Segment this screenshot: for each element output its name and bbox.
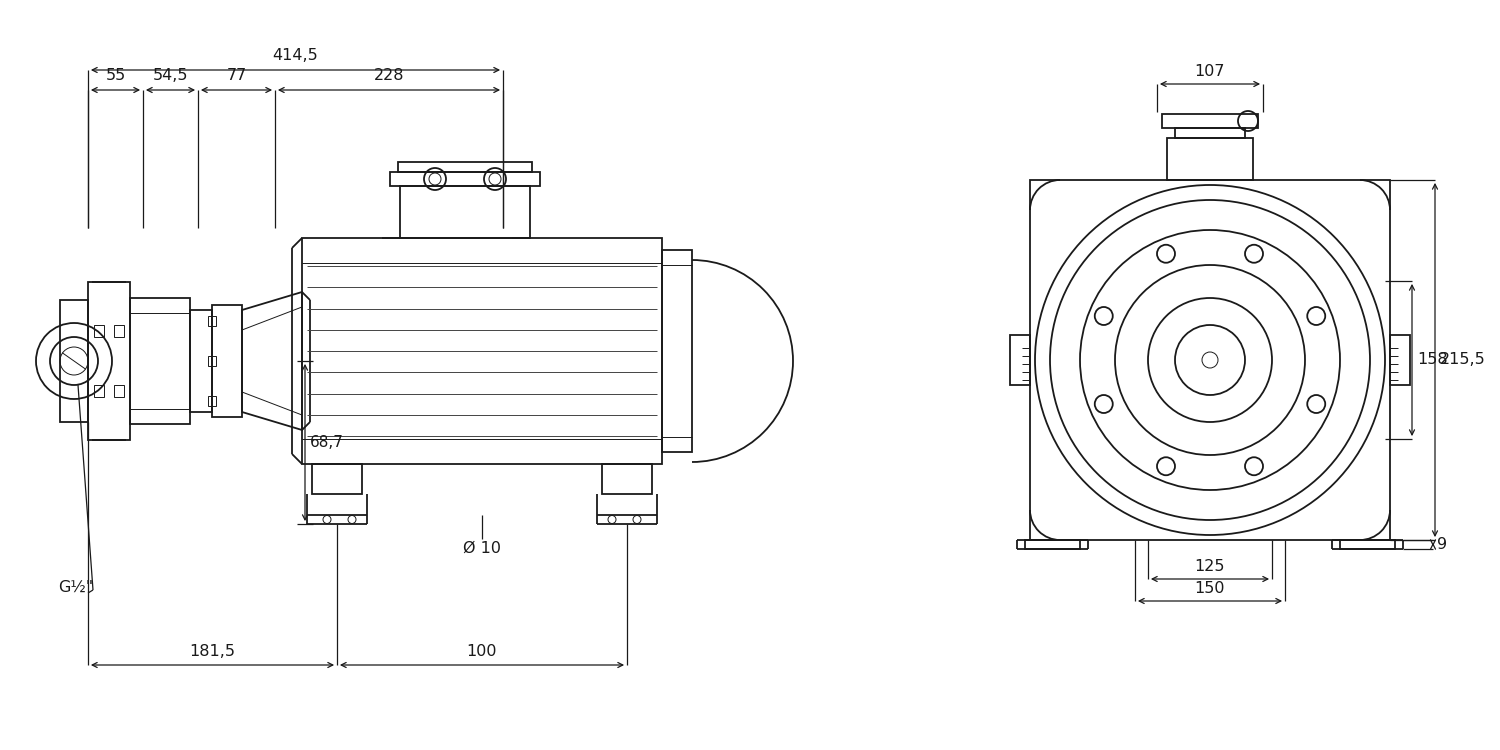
Text: 125: 125: [1194, 559, 1225, 574]
Bar: [114, 325, 125, 337]
Bar: [400, 186, 530, 238]
Text: 100: 100: [466, 644, 496, 659]
Bar: [1167, 138, 1252, 180]
Bar: [1030, 180, 1390, 540]
Bar: [209, 396, 216, 406]
Bar: [114, 385, 125, 397]
Bar: [209, 356, 216, 366]
Bar: [211, 305, 242, 417]
Text: 54,5: 54,5: [153, 68, 189, 83]
Text: G½": G½": [58, 580, 93, 595]
Bar: [602, 464, 652, 494]
Text: 55: 55: [105, 68, 126, 83]
Text: 414,5: 414,5: [273, 48, 318, 63]
Text: 181,5: 181,5: [189, 644, 236, 659]
Text: 68,7: 68,7: [310, 435, 344, 450]
Bar: [209, 316, 216, 326]
Bar: [94, 385, 104, 397]
Bar: [390, 172, 540, 186]
Bar: [662, 250, 692, 452]
Bar: [88, 282, 130, 440]
Bar: [1010, 335, 1031, 385]
Bar: [398, 162, 532, 172]
Text: 228: 228: [374, 68, 405, 83]
Text: 215,5: 215,5: [1440, 352, 1485, 368]
Bar: [1024, 540, 1080, 549]
Bar: [190, 310, 211, 412]
Bar: [302, 238, 662, 464]
Bar: [1390, 335, 1410, 385]
Bar: [60, 300, 88, 422]
Text: Ø 10: Ø 10: [464, 541, 501, 556]
Bar: [1174, 128, 1245, 138]
Text: 77: 77: [226, 68, 246, 83]
Text: 107: 107: [1194, 64, 1225, 79]
Bar: [312, 464, 362, 494]
Bar: [130, 298, 190, 424]
Bar: [1340, 540, 1395, 549]
Text: 150: 150: [1194, 581, 1225, 596]
Text: 9: 9: [1437, 537, 1448, 552]
Bar: [94, 325, 104, 337]
Bar: [1162, 114, 1258, 128]
Text: 158: 158: [1418, 352, 1448, 368]
